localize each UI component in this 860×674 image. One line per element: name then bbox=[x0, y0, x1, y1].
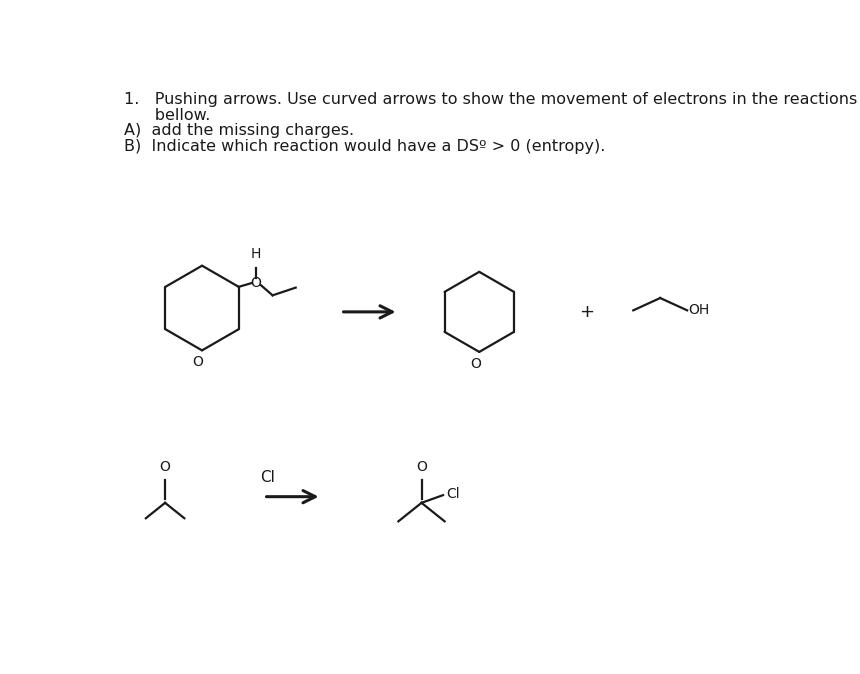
Text: +: + bbox=[580, 303, 594, 321]
Text: Cl: Cl bbox=[446, 487, 460, 501]
Text: 1.   Pushing arrows. Use curved arrows to show the movement of electrons in the : 1. Pushing arrows. Use curved arrows to … bbox=[124, 92, 857, 107]
Text: O: O bbox=[160, 460, 170, 474]
Text: bellow.: bellow. bbox=[124, 108, 210, 123]
Text: O: O bbox=[192, 355, 203, 369]
Text: O: O bbox=[250, 276, 261, 290]
Text: B)  Indicate which reaction would have a DSº > 0 (entropy).: B) Indicate which reaction would have a … bbox=[124, 139, 605, 154]
Text: O: O bbox=[470, 357, 481, 371]
Text: A)  add the missing charges.: A) add the missing charges. bbox=[124, 123, 353, 138]
Text: OH: OH bbox=[689, 303, 710, 317]
Text: O: O bbox=[416, 460, 427, 474]
Text: H: H bbox=[250, 247, 261, 262]
Text: Cl: Cl bbox=[260, 470, 275, 485]
